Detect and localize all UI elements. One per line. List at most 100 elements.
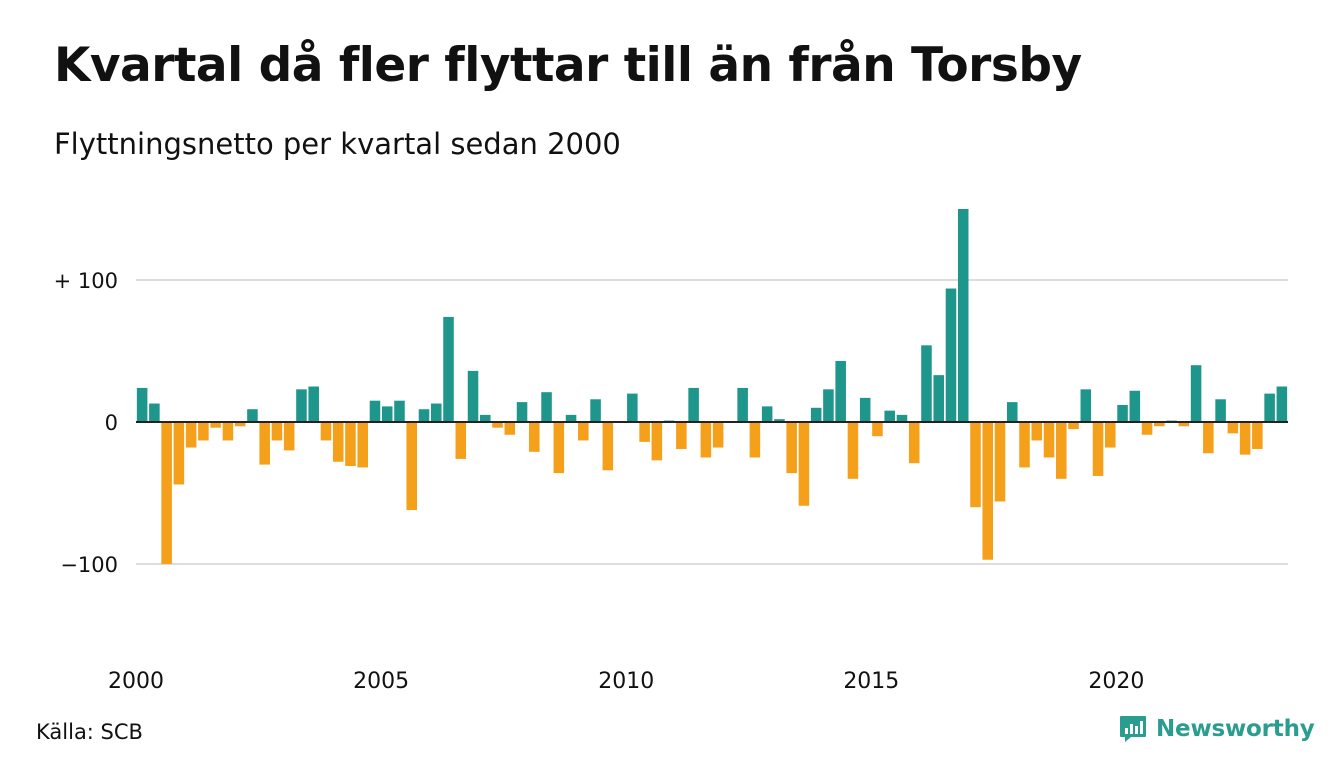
bar [835,360,846,422]
bar [283,422,295,451]
bar [247,409,258,422]
bar [1031,422,1043,441]
x-tick-label: 2005 [353,669,409,694]
bar [1092,422,1104,476]
bar [774,419,785,422]
bar [320,422,332,441]
bar [810,407,822,422]
bar [627,393,638,422]
bar [798,422,810,506]
bar [749,422,761,458]
brand-logo: Newsworthy [1118,714,1315,744]
bar [1178,422,1190,427]
bar [994,422,1006,502]
bar [676,422,687,449]
bar [1252,422,1263,449]
bar [639,422,650,442]
bar [210,422,221,428]
bar [345,422,356,467]
bar [492,422,503,428]
bar [430,403,442,422]
bar [455,422,467,459]
bar [394,400,405,422]
bar [933,375,944,422]
bar [1276,386,1288,422]
bar [859,397,871,422]
bar [357,422,368,468]
bar [578,422,589,441]
source-note: Källa: SCB [36,720,143,744]
bar [1227,422,1239,434]
bar [1203,422,1214,454]
bar [418,409,430,422]
bar [1006,402,1018,422]
bar [173,422,185,485]
bar [259,422,270,465]
bar [406,422,418,511]
bar [786,422,797,474]
bar [1264,393,1275,422]
bar [896,414,908,422]
bar [136,387,148,422]
bar [1068,422,1079,430]
bar [332,422,344,462]
bar [1215,399,1226,422]
bar [1141,422,1153,435]
bar [467,370,479,422]
chart-title: Kvartal då fler flyttar till än från Tor… [54,38,1082,93]
bar [1239,422,1251,455]
brand-name: Newsworthy [1156,716,1315,742]
bar [1154,422,1165,427]
bar [602,422,614,471]
bar [737,387,748,422]
y-tick-label: −100 [60,553,118,577]
bar [308,386,319,422]
x-tick-label: 2010 [598,669,654,694]
bar [921,345,932,422]
bar [1105,422,1116,448]
bar [823,389,834,422]
bar [1043,422,1055,458]
bar [688,387,699,422]
bar [234,422,246,427]
bar [149,403,160,422]
bar [847,422,859,479]
bar [185,422,197,448]
x-tick-label: 2020 [1088,669,1144,694]
y-tick-label: + 100 [54,269,118,293]
bar [970,422,981,508]
bar [590,399,601,422]
bar [884,410,895,422]
chart-subtitle: Flyttningsnetto per kvartal sedan 2000 [54,127,621,161]
bar [700,422,712,458]
x-tick-label: 2015 [843,669,899,694]
bar [945,288,957,422]
y-tick-label: 0 [105,411,118,435]
bar [1019,422,1030,468]
bar [1056,422,1067,479]
bar [516,402,528,422]
bar [872,422,883,437]
bar [1117,404,1128,422]
bar [1190,365,1202,422]
bar [957,209,969,422]
bar [553,422,565,474]
bar [369,400,381,422]
bar [271,422,283,441]
bar [504,422,516,435]
bar [1080,389,1092,422]
bar [1129,390,1141,422]
bar [541,392,552,422]
bar [761,406,773,422]
bar [198,422,209,441]
x-tick-label: 2000 [108,669,164,694]
bar [443,316,454,422]
bar [529,422,540,452]
bar [222,422,234,441]
bar [908,422,920,464]
newsworthy-logo-icon [1120,716,1146,742]
bar [565,414,577,422]
bar [480,414,491,422]
bar [296,389,307,422]
